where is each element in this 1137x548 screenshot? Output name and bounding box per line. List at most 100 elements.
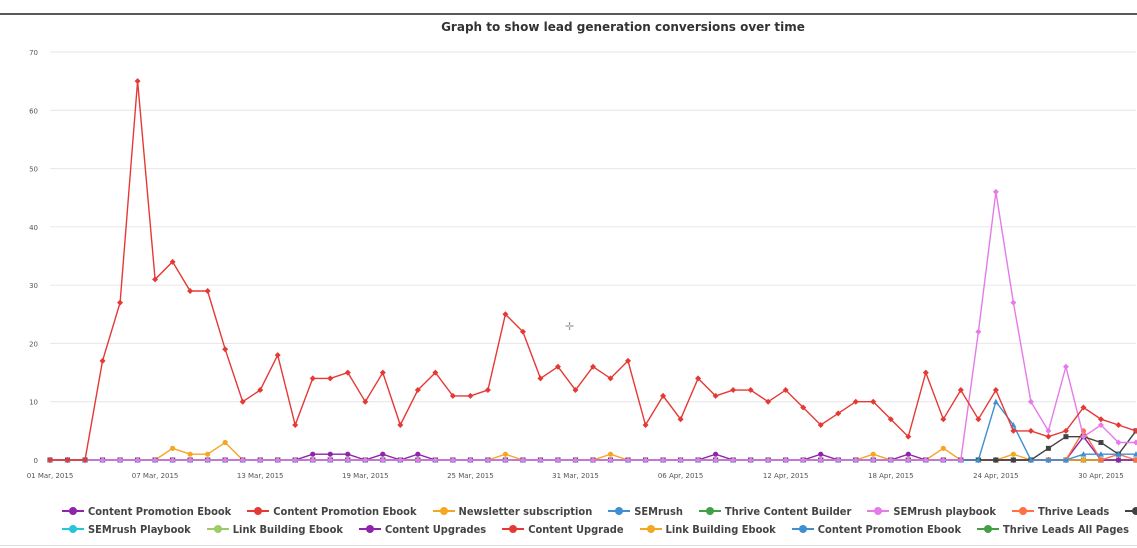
data-point[interactable] [677, 457, 684, 463]
data-point[interactable] [432, 457, 439, 463]
data-point[interactable] [519, 328, 526, 335]
data-point[interactable] [204, 457, 211, 463]
data-point[interactable] [467, 457, 474, 463]
data-point[interactable] [852, 398, 859, 405]
data-point[interactable] [502, 451, 509, 457]
data-point[interactable] [1080, 404, 1087, 411]
data-point[interactable] [309, 457, 316, 463]
data-point[interactable] [660, 392, 667, 399]
data-point[interactable] [572, 457, 579, 463]
data-point[interactable] [922, 457, 929, 463]
data-point[interactable] [1045, 433, 1052, 440]
legend-item[interactable]: Content Promotion Ebook [62, 505, 231, 518]
data-point[interactable] [905, 433, 912, 440]
data-point[interactable] [870, 451, 876, 457]
data-point[interactable] [713, 451, 719, 457]
data-point[interactable] [572, 387, 579, 394]
data-point[interactable] [940, 445, 946, 451]
data-point[interactable] [1027, 427, 1034, 434]
data-point[interactable] [117, 299, 124, 306]
data-point[interactable] [484, 387, 491, 394]
data-point[interactable] [169, 457, 176, 463]
data-point[interactable] [82, 457, 89, 463]
data-point[interactable] [625, 357, 632, 364]
data-point[interactable] [64, 457, 71, 463]
data-point[interactable] [1080, 457, 1087, 463]
data-point[interactable] [327, 457, 334, 463]
data-point[interactable] [414, 457, 421, 463]
data-point[interactable] [957, 457, 964, 463]
data-point[interactable] [99, 357, 106, 364]
data-point[interactable] [835, 410, 842, 417]
data-point[interactable] [870, 398, 877, 405]
data-point[interactable] [362, 457, 369, 463]
data-point[interactable] [660, 457, 667, 463]
data-point[interactable] [992, 188, 999, 195]
data-point[interactable] [765, 398, 772, 405]
data-point[interactable] [940, 457, 947, 463]
data-point[interactable] [712, 392, 719, 399]
data-point[interactable] [642, 422, 649, 429]
data-point[interactable] [607, 457, 614, 463]
data-point[interactable] [397, 457, 404, 463]
legend-item[interactable]: Link Building Ebook [639, 523, 776, 536]
data-point[interactable] [1133, 427, 1137, 434]
legend-item[interactable]: Thrive Content Builder [698, 505, 851, 518]
data-point[interactable] [1097, 416, 1104, 423]
data-point[interactable] [537, 457, 544, 463]
data-point[interactable] [327, 451, 333, 457]
data-point[interactable] [1115, 422, 1122, 429]
data-point[interactable] [362, 398, 369, 405]
data-point[interactable] [310, 451, 316, 457]
data-point[interactable] [204, 287, 211, 294]
data-point[interactable] [695, 457, 702, 463]
legend-item[interactable]: Newsletter subscription [432, 505, 592, 518]
data-point[interactable] [1098, 440, 1104, 446]
data-point[interactable] [887, 416, 894, 423]
data-point[interactable] [765, 457, 772, 463]
data-point[interactable] [1115, 451, 1122, 457]
data-point[interactable] [222, 439, 228, 446]
data-point[interactable] [187, 451, 193, 457]
data-point[interactable] [397, 422, 404, 429]
data-point[interactable] [309, 375, 316, 382]
data-point[interactable] [327, 375, 334, 382]
data-point[interactable] [590, 457, 596, 463]
data-point[interactable] [993, 457, 999, 463]
data-point[interactable] [957, 387, 964, 394]
data-point[interactable] [1027, 398, 1034, 405]
data-point[interactable] [415, 451, 421, 457]
data-point[interactable] [1133, 457, 1137, 463]
data-point[interactable] [905, 451, 911, 457]
data-point[interactable] [1045, 445, 1051, 451]
data-point[interactable] [484, 457, 491, 463]
data-point[interactable] [187, 457, 194, 463]
data-point[interactable] [222, 346, 229, 353]
data-point[interactable] [344, 457, 351, 463]
data-point[interactable] [414, 387, 421, 394]
data-point[interactable] [1062, 457, 1069, 463]
legend-item[interactable]: SEMrush playbook [867, 505, 996, 518]
data-point[interactable] [817, 457, 824, 463]
data-point[interactable] [975, 457, 982, 463]
data-point[interactable] [345, 451, 351, 457]
data-point[interactable] [905, 457, 912, 463]
legend-item[interactable]: Thrive Leads All Pages [977, 523, 1129, 536]
data-point[interactable] [607, 375, 614, 382]
legend-item[interactable]: Content Upgrade [502, 523, 624, 536]
data-point[interactable] [379, 369, 386, 376]
data-point[interactable] [818, 451, 824, 457]
data-point[interactable] [99, 457, 106, 463]
data-point[interactable] [169, 258, 176, 265]
data-point[interactable] [747, 457, 754, 463]
data-point[interactable] [922, 369, 929, 376]
data-point[interactable] [152, 457, 159, 463]
data-point[interactable] [554, 363, 561, 370]
data-point[interactable] [870, 457, 877, 463]
data-point[interactable] [1080, 433, 1087, 440]
data-point[interactable] [449, 457, 456, 463]
data-point[interactable] [502, 457, 509, 463]
legend-item[interactable]: Link Building Ebook [206, 523, 343, 536]
data-point[interactable] [782, 457, 789, 463]
legend-item[interactable]: Content Promotion Ebook [791, 523, 961, 536]
